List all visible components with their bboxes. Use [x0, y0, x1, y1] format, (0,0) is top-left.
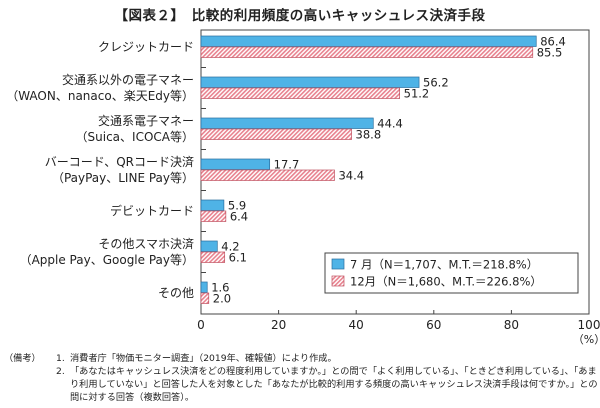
- note-text: 「あなたはキャッシュレス決済をどの程度利用していますか。」との問で「よく利用して…: [70, 366, 598, 403]
- bar-july: [200, 76, 420, 88]
- notes: （備考） 1. 消費者庁「物価モニター調査」（2019年、確報値）により作成。 2.…: [4, 352, 600, 404]
- data-label: 4.2: [221, 240, 239, 254]
- data-label: 56.2: [423, 76, 449, 90]
- category-label: 交通系電子マネー: [98, 113, 194, 128]
- bar-december: [200, 210, 227, 222]
- x-tick-label: 60: [426, 318, 441, 332]
- x-unit-label: （%）: [573, 333, 600, 346]
- note-number: 1.: [56, 353, 65, 364]
- x-tick-label: 20: [271, 318, 286, 332]
- data-label: 38.8: [356, 128, 382, 142]
- bar-december: [200, 87, 401, 99]
- bar-december: [200, 128, 352, 140]
- data-label: 2.0: [213, 292, 231, 306]
- data-label: 5.9: [228, 199, 246, 213]
- chart-title: 【図表２】 比較的利用頻度の高いキャッシュレス決済手段: [114, 8, 486, 24]
- bar-july: [200, 35, 537, 47]
- bar-july: [200, 199, 225, 211]
- legend: [324, 252, 579, 294]
- category-label: （PayPay、LINE Pay等）: [52, 171, 194, 185]
- category-label: （WAON、nanaco、楽天Edy等）: [6, 89, 194, 103]
- category-label: （Suica、ICOCA等）: [76, 130, 194, 144]
- data-label: 85.5: [537, 46, 563, 60]
- category-label: その他スマホ決済: [98, 236, 194, 251]
- legend-swatch: [331, 258, 345, 270]
- bar-december: [200, 46, 534, 58]
- x-tick-label: 40: [349, 318, 364, 332]
- data-label: 6.1: [229, 251, 247, 265]
- x-tick-label: 80: [504, 318, 519, 332]
- bar-july: [200, 240, 218, 252]
- data-label: 44.4: [377, 117, 403, 131]
- x-tick-label: 0: [197, 318, 205, 332]
- bar-july: [200, 158, 271, 170]
- data-label: 6.4: [230, 210, 248, 224]
- legend-label: 7 月（N＝1,707、M.T.＝218.8%）: [350, 258, 538, 272]
- notes-label: （備考）: [4, 353, 41, 364]
- note-text: 消費者庁「物価モニター調査」（2019年、確報値）により作成。: [70, 353, 337, 364]
- data-label: 51.2: [404, 87, 430, 101]
- category-label: 交通系以外の電子マネー: [62, 72, 194, 87]
- note-number: 2.: [56, 366, 65, 377]
- category-label: （Apple Pay、Google Pay等）: [20, 253, 194, 267]
- bar-july: [200, 281, 208, 293]
- category-label: デビットカード: [110, 203, 194, 218]
- x-tick-label: 100: [578, 318, 600, 332]
- legend-label: 12月（N＝1,680、M.T.＝226.8%）: [350, 275, 542, 289]
- bar-december: [200, 251, 226, 263]
- bar-july: [200, 117, 374, 129]
- legend-swatch: [331, 275, 345, 287]
- data-label: 86.4: [540, 35, 566, 49]
- data-label: 34.4: [338, 169, 364, 183]
- category-label: その他: [158, 286, 194, 300]
- bar-december: [200, 292, 210, 304]
- data-label: 17.7: [274, 158, 300, 172]
- category-label: バーコード、QRコード決済: [45, 154, 194, 169]
- category-label: クレジットカード: [98, 40, 194, 54]
- bar-december: [200, 169, 335, 181]
- bar-chart: 0 20 40 60 80 100（%） クレジットカード 86.485.5 交通系以外の電子マ…: [6, 29, 600, 346]
- data-label: 1.6: [211, 281, 229, 295]
